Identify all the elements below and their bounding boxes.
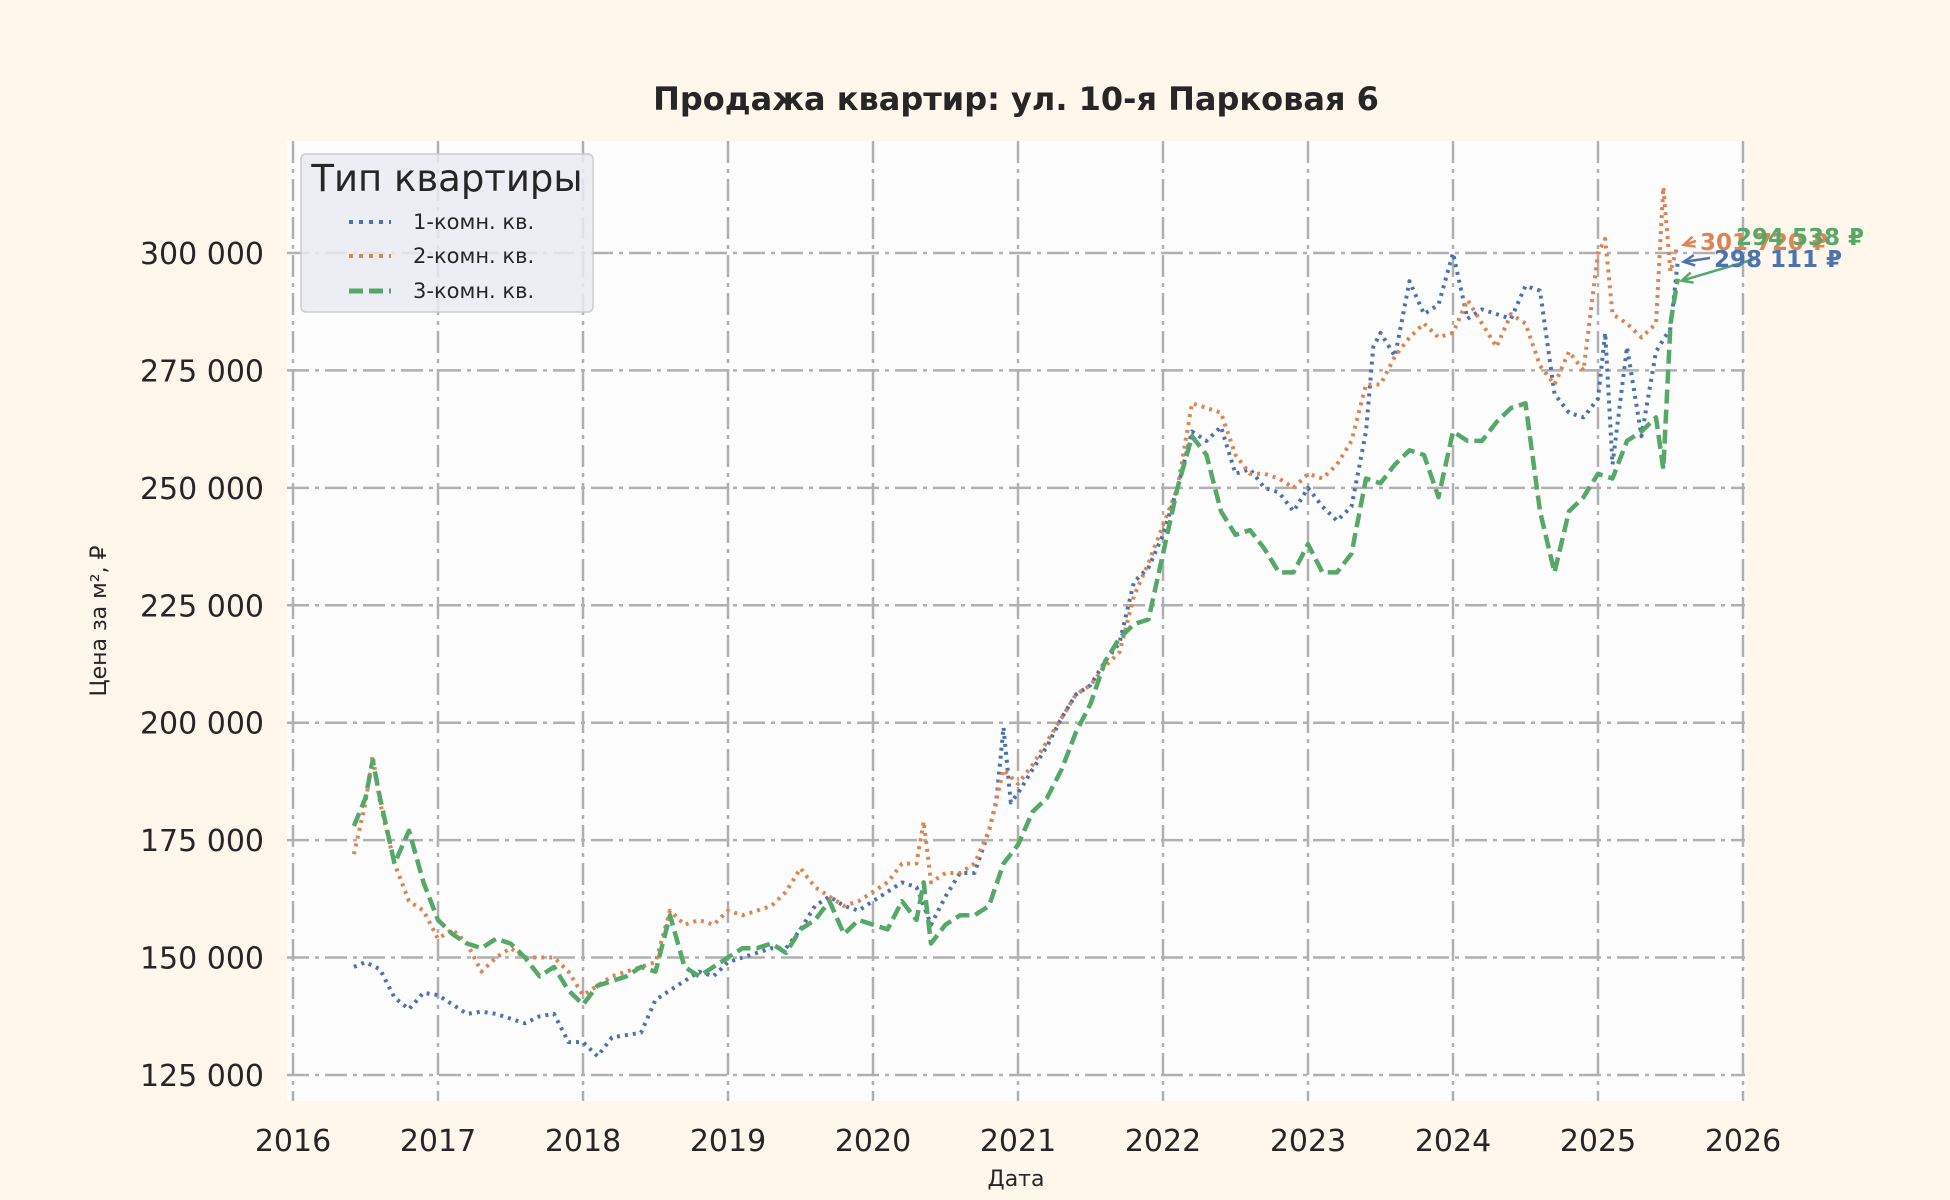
x-tick-label: 2016 [255, 1124, 331, 1159]
x-axis-ticks: 2016 2017 2018 2019 2020 2021 2022 2023 2024 2025… [255, 1124, 1781, 1159]
legend-label-3room: 3-комн. кв. [413, 279, 534, 303]
arrow-head-icon [1680, 254, 1696, 267]
x-tick-label: 2025 [1560, 1124, 1636, 1159]
legend-box [300, 153, 594, 313]
legend: Тип квартиры 1-комн. кв. 2-комн. кв. 3-к… [300, 153, 594, 313]
x-tick-label: 2017 [400, 1124, 476, 1159]
x-axis-label: Дата [988, 1167, 1045, 1192]
x-tick-label: 2024 [1415, 1124, 1491, 1159]
series-line-3room [351, 278, 1680, 1007]
arrow-head-icon [1678, 271, 1694, 284]
x-tick-label: 2021 [980, 1124, 1056, 1159]
legend-label-1room: 1-комн. кв. [413, 210, 534, 234]
x-tick-label: 2023 [1270, 1124, 1346, 1159]
y-tick-label: 300 000 [140, 237, 264, 272]
y-axis-ticks: 125 000 150 000 175 000 200 000 225 000 250 0… [140, 237, 264, 1094]
y-tick-label: 175 000 [140, 824, 264, 859]
annotation-label: 294 538 ₽ [1736, 225, 1864, 251]
legend-title: Тип квартиры [310, 157, 582, 200]
value-annotations: 301 720 ₽294 538 ₽298 111 ₽ [1678, 225, 1864, 284]
y-tick-label: 225 000 [140, 589, 264, 624]
y-tick-label: 200 000 [140, 707, 264, 742]
x-tick-label: 2020 [835, 1124, 911, 1159]
y-tick-label: 150 000 [140, 942, 264, 977]
grid-lines [287, 141, 1745, 1101]
x-tick-label: 2026 [1705, 1124, 1781, 1159]
annotation-arrow [1683, 256, 1711, 264]
x-tick-label: 2018 [545, 1124, 621, 1159]
chart-title: Продажа квартир: ул. 10-я Парковая 6 [653, 80, 1379, 118]
x-tick-label: 2019 [690, 1124, 766, 1159]
annotation-label: 298 111 ₽ [1714, 247, 1842, 273]
series-lines [351, 185, 1680, 1059]
annotation-label: 301 720 ₽ [1700, 230, 1828, 256]
y-tick-label: 250 000 [140, 472, 264, 507]
y-tick-label: 125 000 [140, 1059, 264, 1094]
legend-label-2room: 2-комн. кв. [413, 244, 534, 268]
series-line-2room [351, 185, 1680, 998]
x-tick-label: 2022 [1125, 1124, 1201, 1159]
y-axis-label: Цена за м², ₽ [87, 545, 112, 696]
arrow-head-icon [1681, 235, 1696, 248]
y-tick-label: 275 000 [140, 354, 264, 389]
annotation-arrow [1681, 256, 1759, 282]
